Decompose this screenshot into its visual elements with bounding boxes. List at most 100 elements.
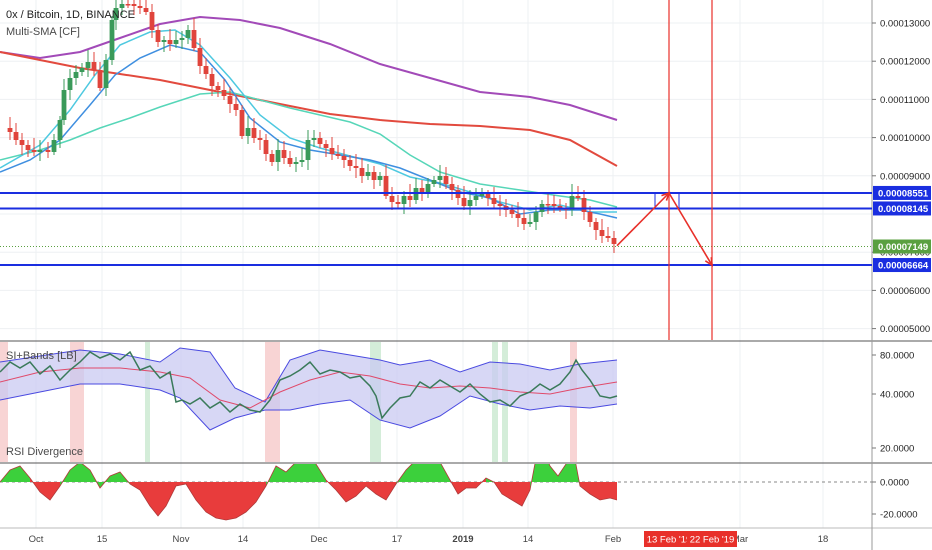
candle-body [605, 236, 611, 238]
candle-body [287, 158, 293, 164]
rsi-divergence-plot [0, 464, 872, 521]
signal-highlight [145, 342, 150, 462]
candle-body [245, 128, 251, 136]
candle-body [185, 30, 191, 38]
rsi-area-segment [50, 482, 60, 500]
sma-cyan-line [0, 29, 617, 213]
x-tick-label: 14 [238, 534, 249, 545]
candle-body [203, 66, 209, 74]
candle-body [479, 194, 485, 196]
candle-body [341, 156, 347, 160]
current-price-tag-text: 0.00007149 [878, 242, 928, 253]
candle-body [497, 204, 503, 206]
rsi-area-segment [580, 482, 590, 494]
rsi-area-segment [236, 482, 246, 518]
candle-body [79, 68, 85, 72]
x-tick-label: Oct [29, 534, 44, 545]
candle-body [37, 150, 43, 152]
candle-body [491, 198, 497, 204]
rsi-area-segment [70, 464, 80, 482]
rsi-area-segment [158, 482, 166, 516]
projection-path [616, 191, 713, 266]
candle-body [323, 144, 329, 148]
rsi-area-segment [466, 482, 476, 488]
candle-body [395, 202, 401, 204]
sma-slow-line [0, 15, 618, 121]
candle-body [353, 166, 359, 168]
candle-body [359, 168, 365, 176]
rsi-area-segment [302, 464, 308, 482]
candle-body [557, 206, 563, 208]
target-date-lines[interactable] [668, 0, 713, 341]
symbol-title[interactable]: 0x / Bitcoin, 1D, BINANCE [6, 9, 135, 21]
y-tick-label: 20.0000 [880, 444, 914, 455]
candle-body [143, 8, 149, 12]
candle-body [25, 145, 31, 150]
rsi-area-segment [130, 482, 140, 490]
candle-body [61, 90, 67, 120]
candlestick-series[interactable] [7, 0, 617, 253]
candle-body [197, 48, 203, 66]
candle-body [473, 196, 479, 200]
candle-body [425, 184, 431, 192]
date-tag [687, 531, 737, 547]
candle-body [97, 70, 103, 88]
candle-body [275, 150, 281, 162]
candle-body [347, 160, 353, 166]
rsi-area-segment [600, 482, 610, 500]
candle-body [215, 86, 221, 90]
x-tick-label: 17 [392, 534, 403, 545]
candle-body [569, 196, 575, 210]
rsi-area-segment [610, 482, 617, 500]
candle-body [485, 194, 491, 198]
candle-body [533, 212, 539, 222]
date-tag [644, 531, 694, 547]
candle-body [443, 176, 449, 184]
level-price-tag [873, 258, 931, 273]
candle-body [305, 140, 311, 160]
y-tick-label: 0.00009000 [880, 171, 930, 182]
indicator-label-multi-sma[interactable]: Multi-SMA [CF] [6, 26, 80, 38]
candle-body [317, 138, 323, 144]
support-resistance-levels[interactable] [0, 191, 872, 267]
x-tick-label: Dec [311, 534, 328, 545]
candle-body [51, 140, 57, 152]
candle-body [119, 4, 125, 8]
y-tick-label: 0.0000 [880, 478, 909, 489]
indicator-label-si-bands[interactable]: SI+Bands [LB] [6, 350, 77, 362]
candle-body [383, 176, 389, 196]
candle-body [57, 120, 63, 140]
candle-body [125, 4, 131, 6]
indicator-label-rsi-divergence[interactable]: RSI Divergence [6, 446, 83, 458]
candle-body [103, 60, 109, 88]
rsi-area-segment [346, 482, 356, 502]
rsi-area-segment [166, 482, 176, 506]
time-axis[interactable]: Oct 15 Nov 14 Dec 17 2019 14 Feb Mar 18 [29, 534, 829, 545]
y-tick-label: 0.00013000 [880, 19, 930, 30]
candle-body [173, 40, 179, 44]
rsi-area-segment [366, 482, 376, 494]
rsi-area-segment [10, 466, 20, 482]
sma-overlays [0, 15, 618, 219]
rsi-area-segment [440, 464, 450, 482]
y-tick-label: 0.00006000 [880, 286, 930, 297]
candle-body [587, 212, 593, 222]
rsi-area-segment [430, 464, 440, 482]
candle-body [269, 154, 275, 162]
candle-body [455, 190, 461, 198]
candle-body [31, 150, 37, 152]
candle-body [551, 204, 557, 206]
rsi-area-segment [522, 482, 530, 506]
y-tick-label: 0.00010000 [880, 133, 930, 144]
level-price-tag-text: 0.00006664 [878, 261, 929, 272]
candle-body [545, 204, 551, 206]
projection-arrows[interactable] [616, 191, 713, 267]
rsi-area-segment [176, 482, 186, 486]
candle-body [521, 218, 527, 224]
candle-body [67, 78, 73, 90]
candle-body [599, 230, 605, 236]
candle-body [161, 40, 167, 42]
rsi-area-segment [356, 482, 366, 496]
candle-body [281, 150, 287, 158]
